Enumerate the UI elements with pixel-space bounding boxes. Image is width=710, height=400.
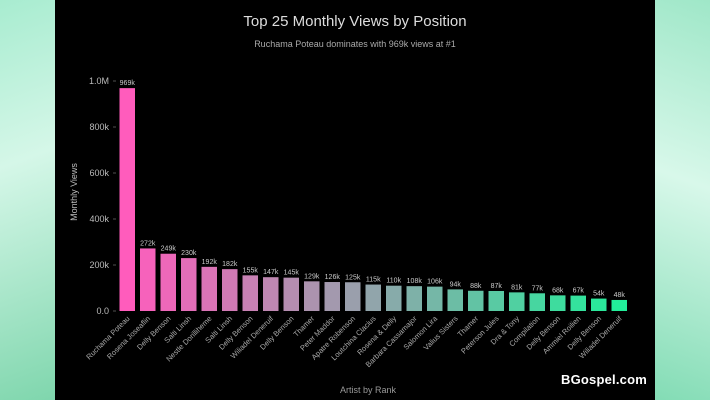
bar-value-label: 192k <box>202 259 218 266</box>
bar-value-label: 126k <box>325 274 341 281</box>
y-tick-label: 400k <box>89 214 109 224</box>
bar <box>468 290 484 311</box>
bar-value-label: 110k <box>386 278 401 285</box>
bar <box>201 266 217 311</box>
y-tick-label: 800k <box>89 122 109 132</box>
bar-value-label: 969k <box>120 80 136 87</box>
bar-value-label: 249k <box>161 246 177 253</box>
bar-value-label: 272k <box>140 240 156 247</box>
bar-value-label: 68k <box>552 287 564 294</box>
bar-value-label: 155k <box>243 267 259 274</box>
bar <box>488 290 504 311</box>
x-axis-label: Artist by Rank <box>340 385 397 395</box>
bar-value-label: 230k <box>181 250 197 257</box>
bar-value-label: 48k <box>614 292 626 299</box>
bar-value-label: 129k <box>304 273 320 280</box>
bar <box>263 277 279 311</box>
bar-value-label: 115k <box>366 277 381 284</box>
bar-value-label: 54k <box>593 291 605 298</box>
bar <box>386 285 402 311</box>
bar <box>427 286 443 311</box>
bar-value-label: 108k <box>407 278 423 285</box>
bar-value-label: 77k <box>532 285 544 292</box>
bar-value-label: 81k <box>511 284 523 291</box>
chart-subtitle: Ruchama Poteau dominates with 969k views… <box>254 39 456 49</box>
bar <box>324 282 340 311</box>
value-labels: 969k 272k 249k 230k 192k 182k 155k 147k 145k 129k… <box>120 80 626 299</box>
bar <box>406 286 422 311</box>
bar <box>119 88 135 311</box>
y-axis-label: Monthly Views <box>69 163 79 221</box>
bar <box>365 284 381 311</box>
bar <box>283 277 299 311</box>
site-watermark: BGospel.com <box>561 372 647 387</box>
bar-value-label: 88k <box>470 283 482 290</box>
bar <box>550 295 566 311</box>
bar-value-label: 94k <box>450 281 462 288</box>
chart-title: Top 25 Monthly Views by Position <box>243 13 466 30</box>
bar-value-label: 67k <box>573 288 585 295</box>
bar-chart: Top 25 Monthly Views by Position Ruchama… <box>69 13 627 395</box>
bar <box>181 258 197 311</box>
bar <box>345 282 361 311</box>
bar <box>304 281 320 311</box>
y-tick-label: 0.0 <box>96 306 109 316</box>
bar <box>570 295 586 311</box>
bar-value-label: 145k <box>284 270 300 277</box>
bar <box>447 289 463 311</box>
bar <box>591 298 607 311</box>
bar-value-label: 125k <box>345 274 361 281</box>
bar <box>160 253 176 311</box>
bar-value-label: 147k <box>263 269 279 276</box>
y-axis-ticks: 0.0 200k 400k 600k 800k 1.0M <box>89 76 116 316</box>
bar <box>222 269 238 311</box>
y-tick-label: 600k <box>89 168 109 178</box>
bar-value-label: 182k <box>222 261 238 268</box>
chart-panel: Top 25 Monthly Views by Position Ruchama… <box>55 0 655 400</box>
bar <box>529 293 545 311</box>
bar-value-label: 106k <box>427 279 443 286</box>
left-background-strip <box>0 0 55 400</box>
bar-value-label: 87k <box>491 283 503 290</box>
bar <box>509 292 525 311</box>
y-tick-label: 200k <box>89 260 109 270</box>
bar <box>140 248 156 311</box>
bar <box>611 299 627 311</box>
bar <box>242 275 258 311</box>
bars <box>119 88 627 311</box>
right-background-strip <box>655 0 710 400</box>
y-tick-label: 1.0M <box>89 76 109 86</box>
